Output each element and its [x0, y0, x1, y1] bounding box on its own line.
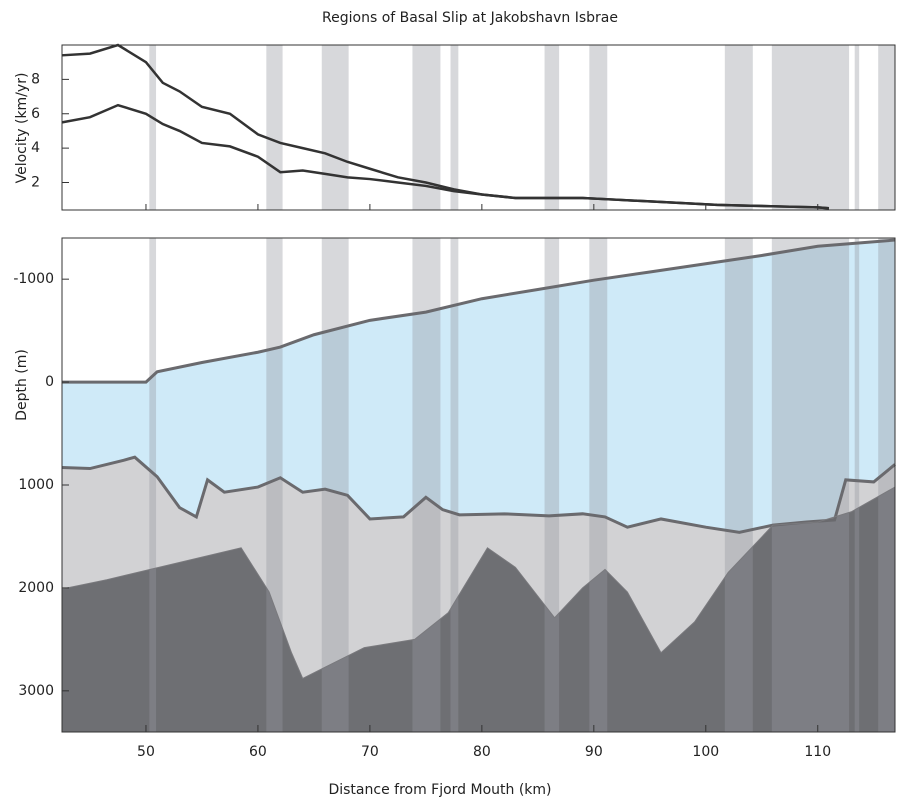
- y-tick-label: 3000: [18, 683, 54, 699]
- slip-region: [544, 238, 560, 732]
- y-tick-label: 2: [31, 175, 40, 191]
- slip-region: [266, 238, 283, 732]
- y-tick-label: 6: [31, 106, 40, 122]
- layer-boundary: [61, 455, 896, 534]
- layer-area: [62, 487, 895, 732]
- y-axis-label: Depth (m): [14, 349, 30, 421]
- slip-region: [266, 45, 283, 210]
- chart-title: Regions of Basal Slip at Jakobshavn Isbr…: [322, 10, 618, 26]
- x-tick-label: 100: [692, 744, 719, 760]
- slip-region: [450, 45, 459, 210]
- slip-region: [771, 45, 850, 210]
- y-axis-label: Velocity (km/yr): [14, 73, 30, 184]
- x-axis-label: Distance from Fjord Mouth (km): [328, 782, 551, 798]
- slip-region: [321, 45, 349, 210]
- slip-region: [878, 238, 895, 732]
- slip-region: [149, 238, 157, 732]
- x-tick-label: 60: [249, 744, 267, 760]
- slip-region: [724, 45, 753, 210]
- slip-region: [854, 45, 860, 210]
- x-tick-label: 50: [137, 744, 155, 760]
- slip-region: [589, 45, 608, 210]
- y-tick-label: 2000: [18, 580, 54, 596]
- slip-region: [450, 238, 459, 732]
- slip-region: [412, 238, 441, 732]
- slip-region: [878, 45, 895, 210]
- panel-frame: [61, 44, 896, 211]
- panel-frame: [61, 237, 896, 733]
- slip-region: [724, 238, 753, 732]
- slip-region: [149, 45, 157, 210]
- slip-region: [854, 238, 860, 732]
- y-tick-label: 0: [45, 374, 54, 390]
- y-tick-label: 4: [31, 140, 40, 156]
- y-tick-label: 8: [31, 71, 40, 87]
- slip-region: [321, 238, 349, 732]
- slip-region: [771, 238, 850, 732]
- x-tick-label: 90: [585, 744, 603, 760]
- layer-boundary: [61, 486, 896, 680]
- x-tick-label: 70: [361, 744, 379, 760]
- y-tick-label: 1000: [18, 477, 54, 493]
- velocity-line: [61, 103, 830, 210]
- slip-region: [589, 238, 608, 732]
- slip-region: [544, 45, 560, 210]
- x-tick-label: 110: [804, 744, 831, 760]
- y-tick-label: -1000: [13, 271, 54, 287]
- x-tick-label: 80: [473, 744, 491, 760]
- velocity-line: [61, 43, 830, 210]
- layer-boundary: [62, 238, 896, 384]
